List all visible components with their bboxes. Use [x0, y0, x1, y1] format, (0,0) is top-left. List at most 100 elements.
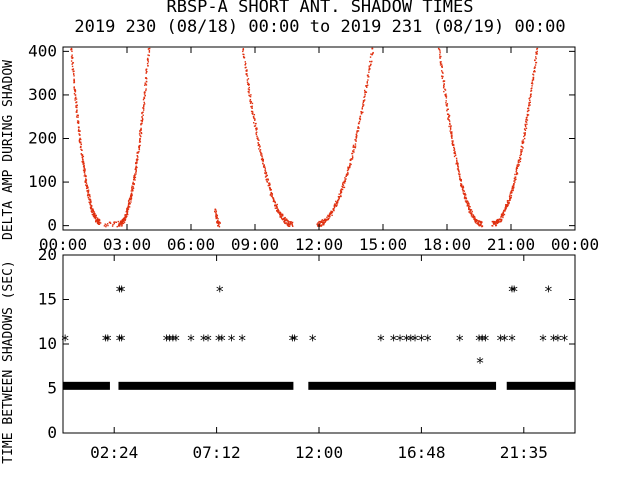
amplitude-point [439, 57, 441, 59]
amplitude-point [441, 77, 443, 79]
amplitude-point [118, 222, 120, 225]
amplitude-point [507, 199, 509, 202]
amplitude-point [135, 165, 137, 167]
amplitude-point [72, 73, 75, 75]
amplitude-point [457, 169, 460, 171]
amplitude-point [326, 218, 328, 220]
amplitude-point [76, 111, 78, 113]
amplitude-point [78, 138, 81, 141]
amplitude-point [257, 138, 259, 141]
amplitude-point [279, 214, 281, 216]
amplitude-point [276, 206, 278, 208]
amplitude-point [75, 98, 78, 100]
amplitude-point [454, 154, 457, 156]
amplitude-point [447, 118, 449, 120]
amplitude-point [87, 193, 89, 196]
amplitude-point [438, 48, 441, 51]
chart-subtitle: 2019 230 (08/18) 00:00 to 2019 231 (08/1… [74, 17, 565, 37]
amplitude-point [135, 173, 137, 175]
amplitude-point [274, 201, 276, 204]
amplitude-point [443, 84, 445, 87]
amplitude-point [329, 212, 331, 214]
amplitude-point [80, 148, 82, 151]
amplitude-point [96, 217, 99, 219]
amplitude-point [464, 192, 466, 195]
amplitude-point [83, 167, 85, 169]
amplitude-point [267, 179, 270, 181]
amplitude-point [135, 171, 137, 173]
amplitude-point [467, 200, 469, 203]
amplitude-point [78, 133, 80, 135]
amplitude-point [124, 219, 126, 221]
amplitude-point [326, 216, 328, 218]
amplitude-point [350, 159, 352, 162]
amplitude-point [453, 155, 456, 158]
amplitude-point [265, 175, 268, 177]
amplitude-point [131, 190, 134, 192]
amplitude-point [507, 203, 510, 205]
amplitude-point [444, 94, 446, 96]
amplitude-point [143, 104, 145, 106]
amplitude-point [142, 118, 144, 121]
amplitude-point [463, 190, 466, 192]
amplitude-point [460, 184, 462, 186]
amplitude-point [530, 93, 532, 95]
amplitude-point [471, 210, 473, 213]
amplitude-point [82, 155, 85, 158]
amplitude-point [506, 205, 508, 208]
amplitude-point [253, 122, 255, 124]
interval-point: * [549, 332, 558, 350]
interval-point: * [103, 332, 112, 350]
amplitude-point [76, 104, 78, 107]
amplitude-point [148, 48, 150, 50]
amplitude-point [331, 214, 333, 217]
amplitude-point [335, 200, 337, 203]
amplitude-point [216, 214, 219, 217]
amplitude-point [344, 179, 346, 181]
amplitude-point [496, 221, 498, 224]
amplitude-point [291, 223, 293, 225]
amplitude-point [336, 204, 338, 206]
amplitude-point [511, 189, 513, 191]
amplitude-point [265, 172, 267, 175]
bottom-y-tick-label: 10 [38, 334, 57, 353]
amplitude-point [147, 59, 149, 61]
amplitude-point [75, 96, 77, 99]
amplitude-point [496, 219, 498, 222]
interval-point: * [214, 332, 223, 350]
amplitude-point [454, 152, 456, 155]
amplitude-point [534, 67, 536, 69]
amplitude-point [520, 149, 522, 151]
amplitude-point [525, 120, 527, 123]
interval-point: * [406, 332, 415, 350]
amplitude-point [134, 168, 136, 170]
amplitude-point [127, 206, 130, 208]
amplitude-point [283, 217, 285, 220]
amplitude-point [535, 61, 538, 64]
amplitude-point [368, 76, 370, 78]
amplitude-point [130, 196, 133, 198]
amplitude-point [479, 223, 481, 226]
amplitude-point [440, 70, 443, 72]
amplitude-point [505, 207, 507, 209]
amplitude-point [536, 52, 538, 54]
amplitude-point [465, 198, 468, 200]
amplitude-point [251, 105, 253, 107]
amplitude-point [355, 140, 357, 142]
interval-band [118, 381, 294, 390]
amplitude-point [105, 225, 107, 228]
amplitude-point [468, 203, 470, 205]
amplitude-point [246, 73, 248, 75]
amplitude-point [457, 164, 459, 166]
amplitude-point [92, 213, 94, 216]
amplitude-point [495, 222, 497, 225]
amplitude-point [291, 224, 294, 226]
amplitude-point [521, 142, 524, 144]
amplitude-point [499, 219, 502, 221]
amplitude-point [274, 207, 277, 209]
amplitude-point [215, 210, 218, 212]
amplitude-point [271, 195, 273, 198]
amplitude-point [252, 115, 255, 118]
bottom-y-axis-label: TIME BETWEEN SHADOWS (SEC) [1, 260, 16, 464]
amplitude-point [264, 176, 267, 178]
